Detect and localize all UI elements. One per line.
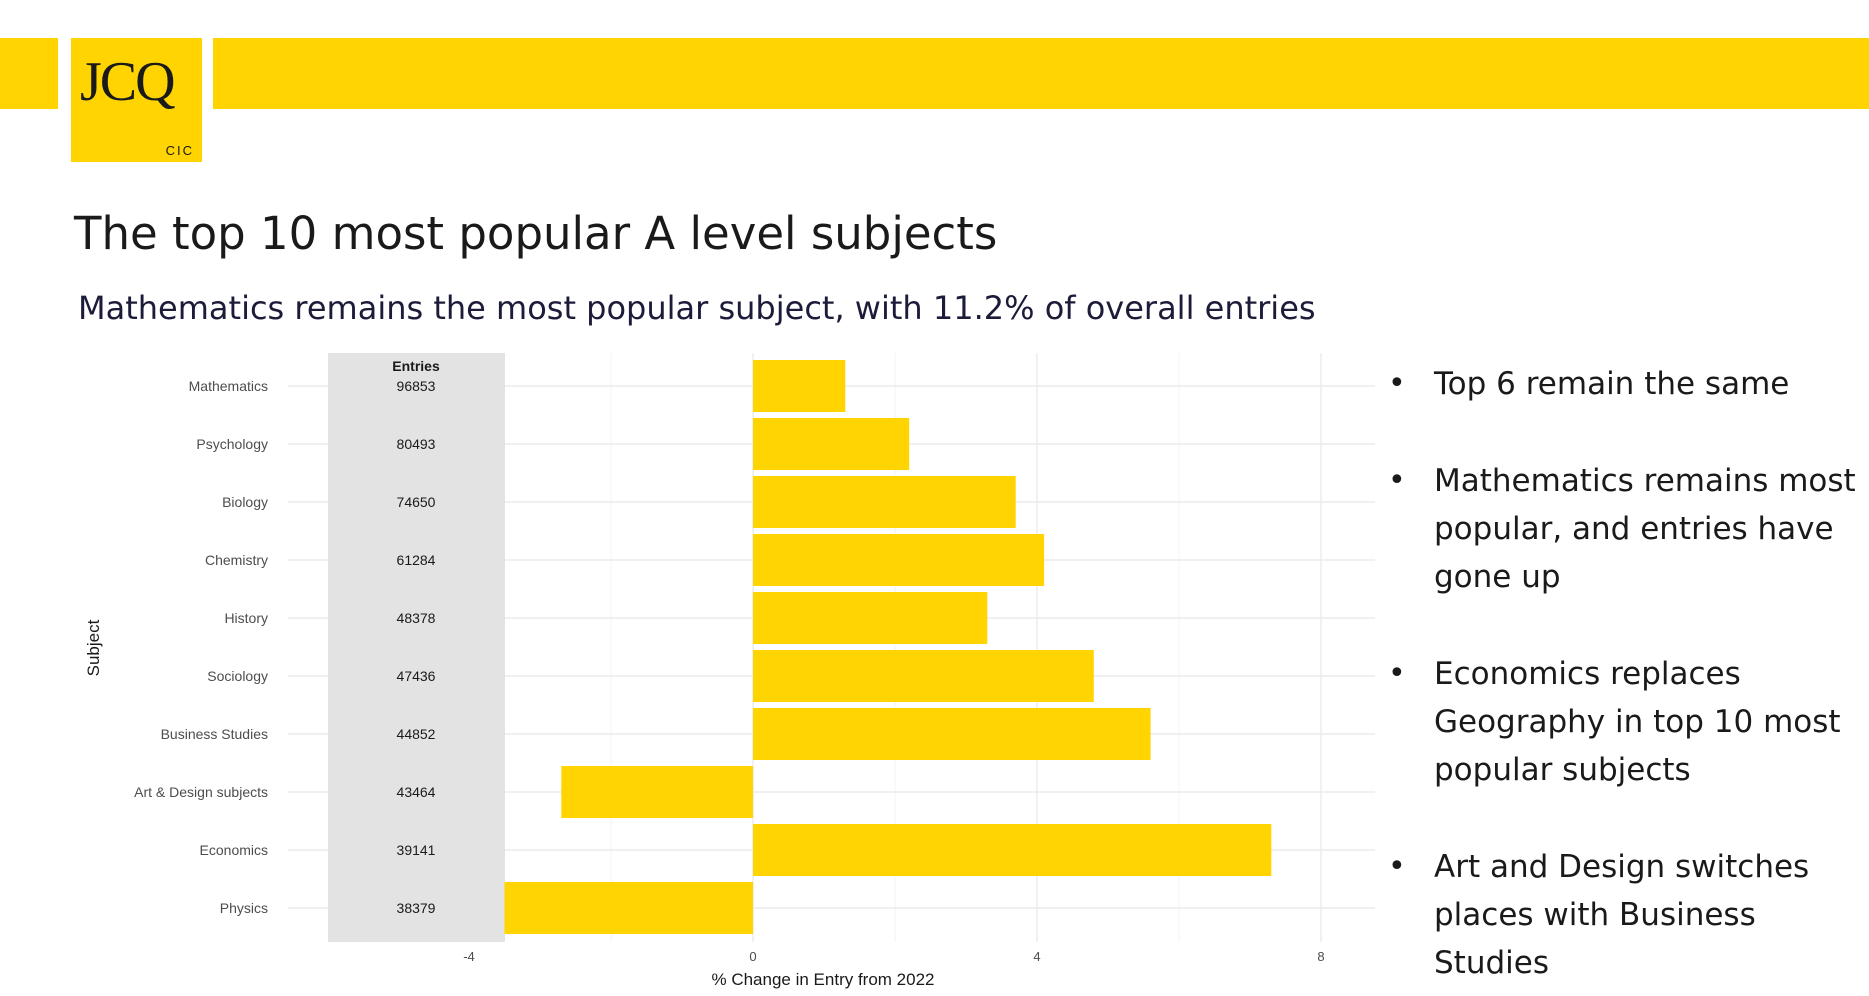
- entry-value: 44852: [397, 726, 436, 742]
- logo-subtext: CIC: [165, 143, 194, 158]
- bar-chemistry: [753, 534, 1045, 586]
- bar-psychology: [753, 418, 910, 470]
- bar-art-design-subjects: [561, 766, 753, 818]
- category-label: History: [224, 610, 268, 626]
- slide-subtitle: Mathematics remains the most popular sub…: [78, 289, 1316, 327]
- entries-header: Entries: [392, 358, 440, 374]
- category-label: Sociology: [207, 668, 268, 684]
- key-points-list: Top 6 remain the same Mathematics remain…: [1380, 360, 1860, 996]
- logo-text: JCQ: [80, 51, 176, 113]
- bar-history: [753, 592, 988, 644]
- slide-title: The top 10 most popular A level subjects: [74, 207, 998, 260]
- x-axis-title: % Change in Entry from 2022: [711, 970, 934, 989]
- header-bar-left: [0, 38, 58, 109]
- entry-value: 48378: [397, 610, 436, 626]
- category-label: Business Studies: [161, 726, 268, 742]
- key-point: Art and Design switches places with Busi…: [1380, 843, 1860, 987]
- entry-value: 61284: [397, 552, 436, 568]
- bar-economics: [753, 824, 1272, 876]
- key-point: Top 6 remain the same: [1380, 360, 1860, 408]
- entry-value: 47436: [397, 668, 436, 684]
- entries-change-chart: Entries Mathematics 96853 Psychology 80493 Bi…: [84, 353, 1375, 989]
- entry-value: 74650: [397, 494, 436, 510]
- entry-value: 80493: [397, 436, 436, 452]
- entry-value: 96853: [397, 378, 436, 394]
- bar-sociology: [753, 650, 1094, 702]
- category-label: Psychology: [196, 436, 268, 452]
- x-tick-label: 8: [1317, 949, 1324, 964]
- bar-mathematics: [753, 360, 846, 412]
- jcq-logo: JCQ CIC: [71, 38, 202, 162]
- key-point: Economics replaces Geography in top 10 m…: [1380, 650, 1860, 794]
- category-label: Chemistry: [205, 552, 268, 568]
- category-label: Biology: [222, 494, 268, 510]
- bar-business-studies: [753, 708, 1151, 760]
- key-point: Mathematics remains most popular, and en…: [1380, 457, 1860, 601]
- x-tick-label: 4: [1033, 949, 1040, 964]
- x-tick-label: -4: [463, 949, 475, 964]
- y-axis-title: Subject: [84, 619, 103, 676]
- header-bar-right: [213, 38, 1869, 109]
- bar-physics: [504, 882, 753, 934]
- category-label: Physics: [220, 900, 268, 916]
- entry-value: 43464: [397, 784, 436, 800]
- category-label: Mathematics: [189, 378, 268, 394]
- x-tick-label: 0: [749, 949, 756, 964]
- entries-panel: [328, 353, 505, 942]
- category-label: Art & Design subjects: [134, 784, 268, 800]
- entry-value: 38379: [397, 900, 436, 916]
- entry-value: 39141: [397, 842, 436, 858]
- bar-biology: [753, 476, 1016, 528]
- category-label: Economics: [200, 842, 268, 858]
